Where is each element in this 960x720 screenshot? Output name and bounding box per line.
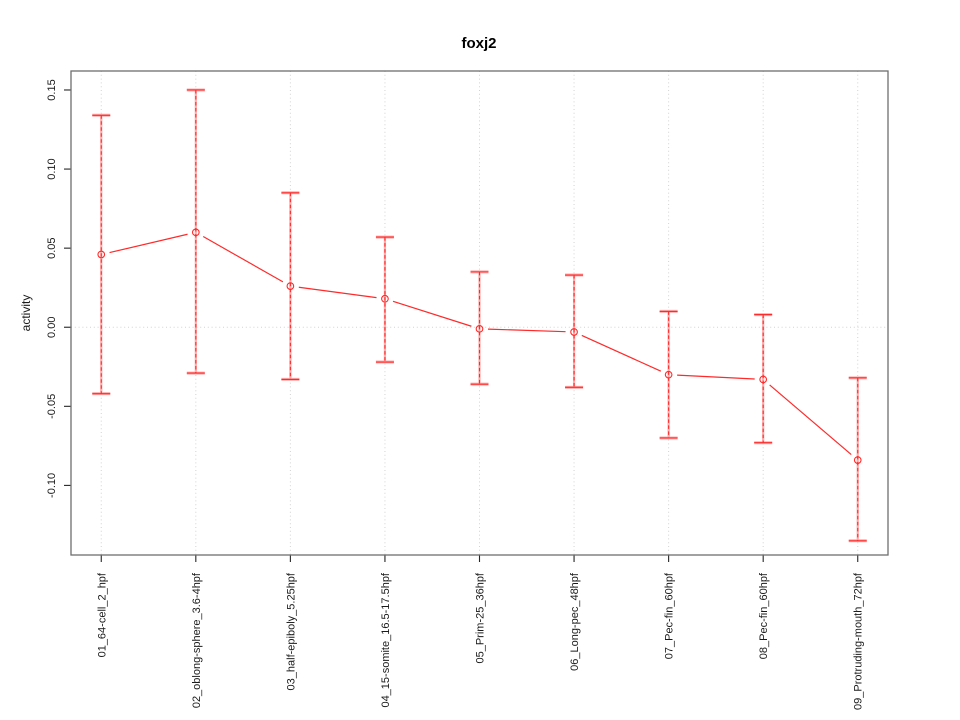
series-line-segment [677,374,755,380]
x-tick-label: 05_Prim-25_36hpf [475,572,487,663]
data-point [570,328,578,336]
x-tick-label: 04_15-somite_16.5-17.5hpf [380,572,392,707]
y-axis-label: activity [19,294,33,332]
x-tick-label: 01_64-cell_2_hpf [96,572,108,657]
y-tick-label: 0.15 [46,79,58,100]
data-point [381,294,389,303]
y-tick-label: 0.10 [46,158,58,179]
x-tick-label: 02_oblong-sphere_3.6-4hpf [191,572,203,708]
data-point [664,370,673,379]
x-tick-label: 08_Pec-fin_60hpf [758,572,770,659]
chart-title: foxj2 [461,35,497,52]
plot-frame [70,70,889,556]
data-point [286,282,295,290]
data-point [853,456,862,464]
y-tick-label: 0.05 [46,237,58,258]
x-tick-label: 09_Protruding-mouth_72hpf [853,572,865,710]
series-line-segment [769,384,852,456]
data-point [475,324,484,333]
y-tick-label: 0.00 [46,317,58,338]
series-line-segment [392,300,472,327]
series-line-segment [581,334,662,372]
data-point [759,375,768,384]
y-tick-label: -0.10 [46,473,58,498]
y-tick-label: -0.05 [46,394,58,419]
series-line-segment [202,236,284,283]
x-tick-label: 07_Pec-fin_60hpf [664,572,676,659]
series-line-segment [109,233,188,254]
series-line-segment [487,328,566,333]
series-line-segment [298,286,377,299]
data-point [97,250,106,259]
x-tick-label: 03_half-epiboly_5.25hpf [285,572,297,690]
data-point [191,228,200,237]
x-tick-label: 06_Long-pec_48hpf [569,572,581,671]
